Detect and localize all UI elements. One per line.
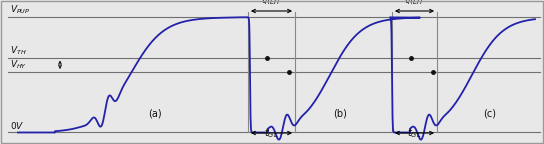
Text: $V_{PUP}$: $V_{PUP}$ — [10, 4, 30, 16]
Text: (a): (a) — [148, 109, 162, 119]
Text: (c): (c) — [484, 109, 497, 119]
Text: $0V$: $0V$ — [10, 121, 24, 131]
Text: $t_{GL}$: $t_{GL}$ — [264, 126, 278, 140]
Text: $V_{HY}$: $V_{HY}$ — [10, 58, 27, 71]
Text: $V_{TH}$: $V_{TH}$ — [10, 44, 27, 57]
Text: $t_{REH}$: $t_{REH}$ — [404, 0, 424, 7]
Text: $t_{GL}$: $t_{GL}$ — [407, 126, 421, 140]
Text: (b): (b) — [333, 109, 347, 119]
Text: $t_{REH}$: $t_{REH}$ — [261, 0, 281, 7]
